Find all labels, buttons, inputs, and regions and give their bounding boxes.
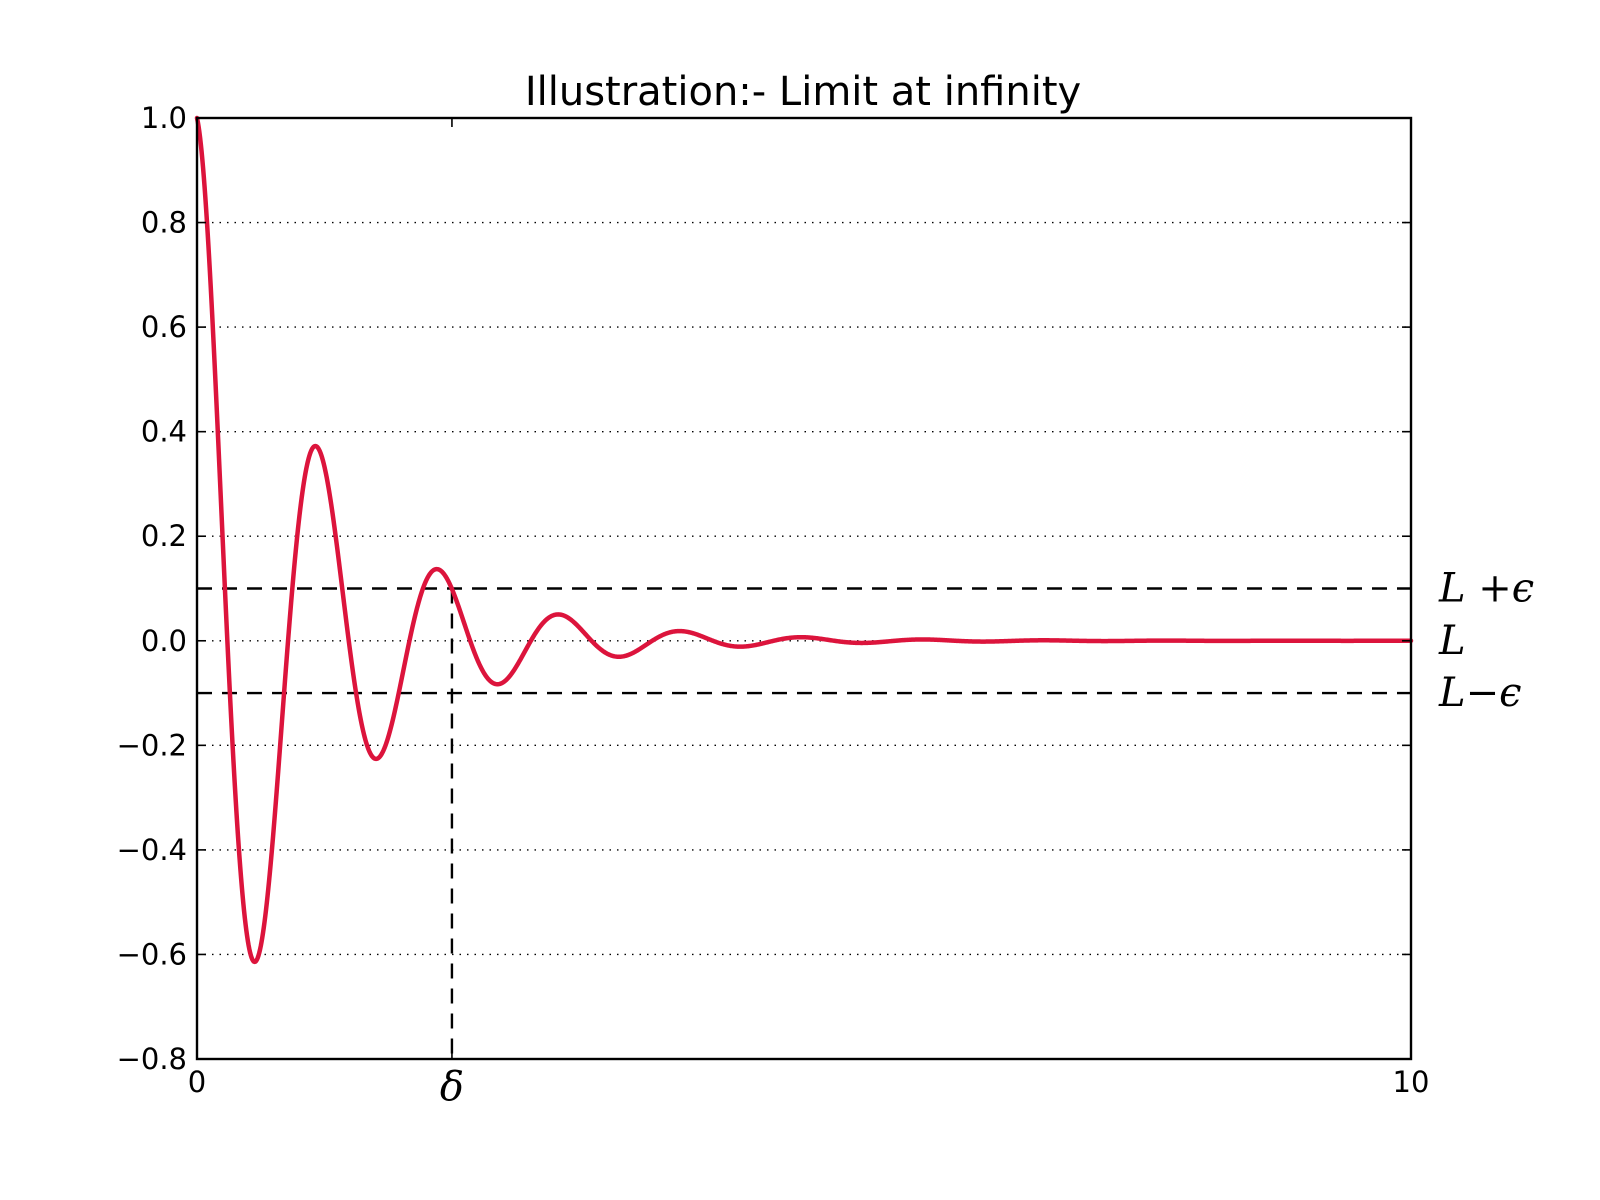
y-tick-label: 0.0 xyxy=(141,624,187,658)
y-tick-label: −0.8 xyxy=(117,1042,187,1076)
y-tick-label: 1.0 xyxy=(141,101,187,135)
series-layer xyxy=(194,115,1414,965)
reference-label: L +ϵ xyxy=(1438,566,1534,612)
chart-title: Illustration:- Limit at infinity xyxy=(525,69,1081,115)
y-tick-label: 0.2 xyxy=(141,519,187,553)
axes-frame xyxy=(195,116,1413,1061)
series-line xyxy=(194,115,1414,965)
x-tick-label-delta: δ xyxy=(440,1064,464,1110)
y-tick-label: −0.6 xyxy=(117,937,187,971)
reference-label: L−ϵ xyxy=(1438,670,1521,716)
ticks xyxy=(196,117,1412,1060)
tick-labels: 1.0 0.8 0.6 0.4 0.2 0.0 −0.2 −0.4 −0.6 −0.80 δ 10 xyxy=(117,101,1430,1110)
reference-label: L xyxy=(1438,618,1466,664)
y-tick-label: 0.6 xyxy=(141,310,187,344)
y-tick-label: 0.4 xyxy=(141,415,187,449)
y-tick-label: 0.8 xyxy=(141,206,187,240)
x-tick-label: 10 xyxy=(1393,1065,1430,1099)
y-tick-label: −0.2 xyxy=(117,728,187,762)
x-tick-label: 0 xyxy=(188,1065,206,1099)
reference-labels: L +ϵ L L−ϵ xyxy=(1438,566,1534,717)
y-tick-label: −0.4 xyxy=(117,833,187,867)
